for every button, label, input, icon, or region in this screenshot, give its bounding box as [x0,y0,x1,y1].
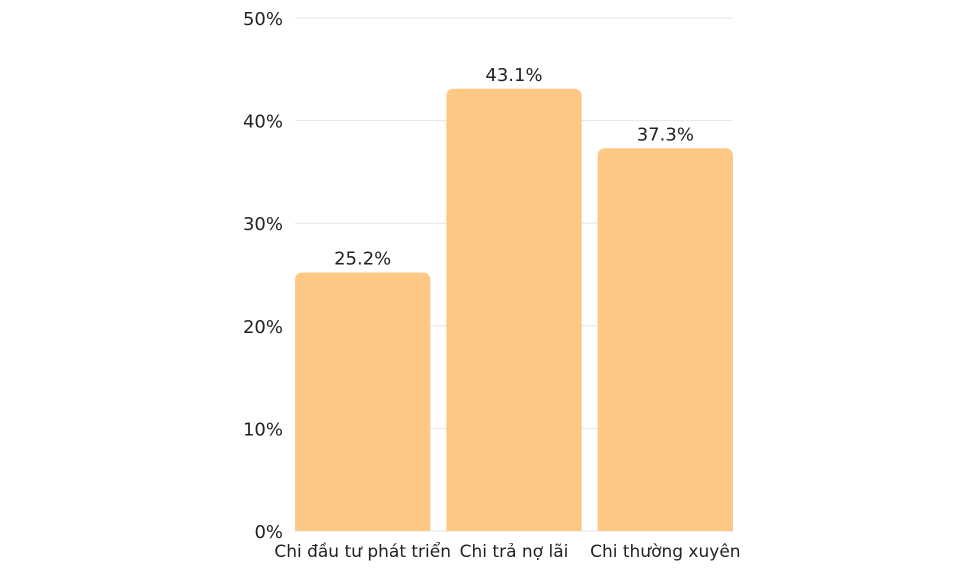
data-label: 43.1% [485,65,542,86]
x-tick-label: Chi đầu tư phát triển [274,541,451,562]
y-tick-label: 0% [254,522,283,543]
y-tick-label: 30% [243,214,283,235]
y-tick-label: 10% [243,419,283,440]
bar [295,272,431,531]
x-tick-label: Chi trả nợ lãi [460,542,569,562]
bar [446,88,582,531]
y-tick-label: 40% [243,112,283,133]
data-label: 25.2% [334,248,391,269]
data-label: 37.3% [637,124,694,145]
x-tick-label: Chi thường xuyên [590,542,741,562]
y-tick-label: 20% [243,317,283,338]
bar [597,148,733,531]
y-tick-label: 50% [243,9,283,30]
